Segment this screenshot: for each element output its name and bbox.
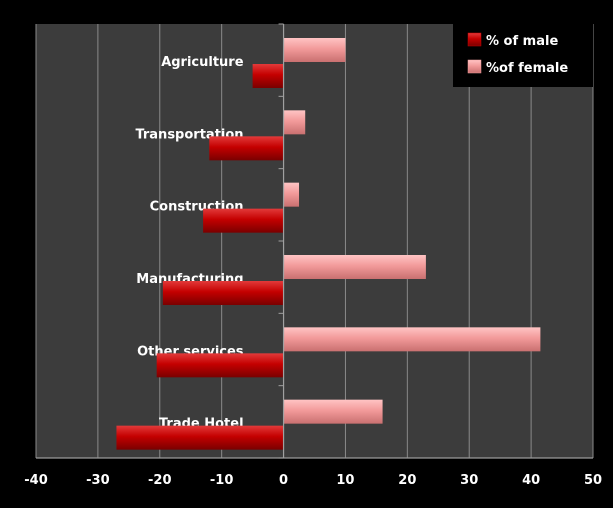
x-tick-label: 20	[398, 473, 416, 488]
bar-female	[283, 182, 300, 207]
x-tick-label: -30	[86, 473, 110, 488]
x-tick-label: -40	[24, 473, 48, 488]
legend-swatch-male	[467, 32, 482, 47]
bar-male	[209, 136, 284, 161]
bar-male	[162, 281, 284, 305]
bar-male	[203, 208, 284, 233]
x-tick-label: -20	[148, 473, 172, 488]
bar-female	[283, 399, 383, 424]
plot-area	[36, 24, 593, 458]
bar-male	[252, 64, 284, 88]
legend: % of male %of female	[453, 24, 593, 87]
legend-label-female: %of female	[486, 61, 568, 76]
category-label: Agriculture	[161, 55, 244, 70]
bar-female	[283, 38, 346, 62]
bars	[116, 38, 541, 450]
bar-female	[283, 255, 426, 279]
bar-male	[156, 353, 284, 378]
x-tick-label: 50	[584, 473, 602, 488]
bar-female	[283, 327, 541, 352]
x-tick-label: -10	[210, 473, 234, 488]
axes: -40 -30 -20 -10 0 10 20 30 40 50	[24, 23, 602, 488]
bar-female	[283, 110, 306, 135]
x-tick-label: 30	[460, 473, 478, 488]
legend-swatch-female	[467, 59, 482, 74]
bar-male	[116, 425, 284, 450]
x-tick-label: 0	[279, 473, 288, 488]
x-tick-label: 40	[522, 473, 540, 488]
gridlines	[35, 24, 594, 458]
legend-label-male: % of male	[486, 34, 558, 49]
x-tick-label: 10	[336, 473, 354, 488]
